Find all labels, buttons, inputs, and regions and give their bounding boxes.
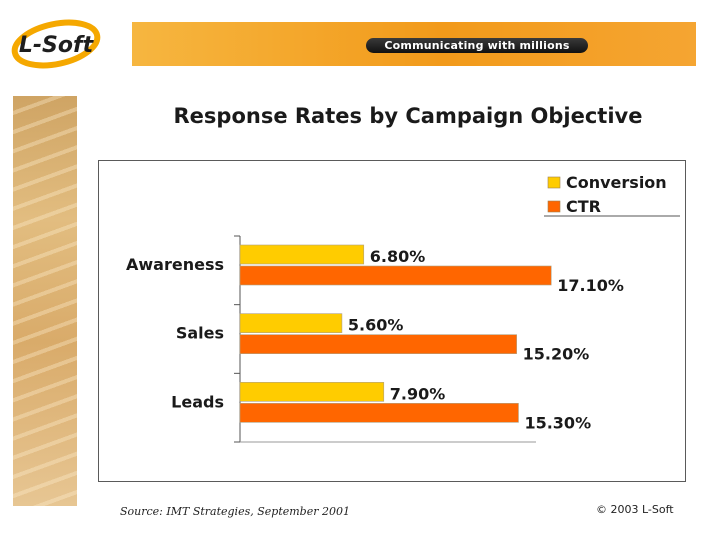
category-label: Awareness bbox=[126, 255, 224, 274]
source-note: Source: IMT Strategies, September 2001 bbox=[120, 505, 350, 518]
legend-swatch-ctr bbox=[547, 200, 561, 213]
copyright-note: © 2003 L-Soft bbox=[596, 503, 674, 516]
bar-ctr bbox=[239, 265, 552, 286]
tagline-pill bbox=[366, 38, 588, 53]
bar-ctr bbox=[239, 403, 519, 423]
logo-text: L-Soft bbox=[19, 33, 95, 58]
chart-frame bbox=[98, 160, 686, 482]
category-label: Leads bbox=[171, 392, 224, 411]
legend-label: Conversion bbox=[566, 173, 667, 192]
legend-swatch-conversion bbox=[547, 176, 561, 189]
legend-label: CTR bbox=[566, 197, 601, 216]
data-label: 17.10% bbox=[557, 276, 624, 295]
category-label: Sales bbox=[176, 324, 224, 343]
l-soft-logo: L-Soft bbox=[11, 19, 101, 69]
bar-conversion bbox=[239, 244, 365, 265]
data-label: 15.30% bbox=[524, 413, 591, 432]
bar-conversion bbox=[239, 382, 385, 402]
data-label: 15.20% bbox=[523, 345, 590, 364]
chart-title: Response Rates by Campaign Objective bbox=[173, 104, 643, 128]
side-photo bbox=[13, 96, 77, 506]
bar-ctr bbox=[239, 334, 517, 354]
bar-conversion bbox=[239, 313, 343, 333]
data-label: 7.90% bbox=[390, 384, 446, 403]
data-label: 5.60% bbox=[348, 316, 404, 335]
data-label: 6.80% bbox=[370, 247, 426, 266]
banner-tagline: Communicating with millions bbox=[384, 39, 570, 52]
